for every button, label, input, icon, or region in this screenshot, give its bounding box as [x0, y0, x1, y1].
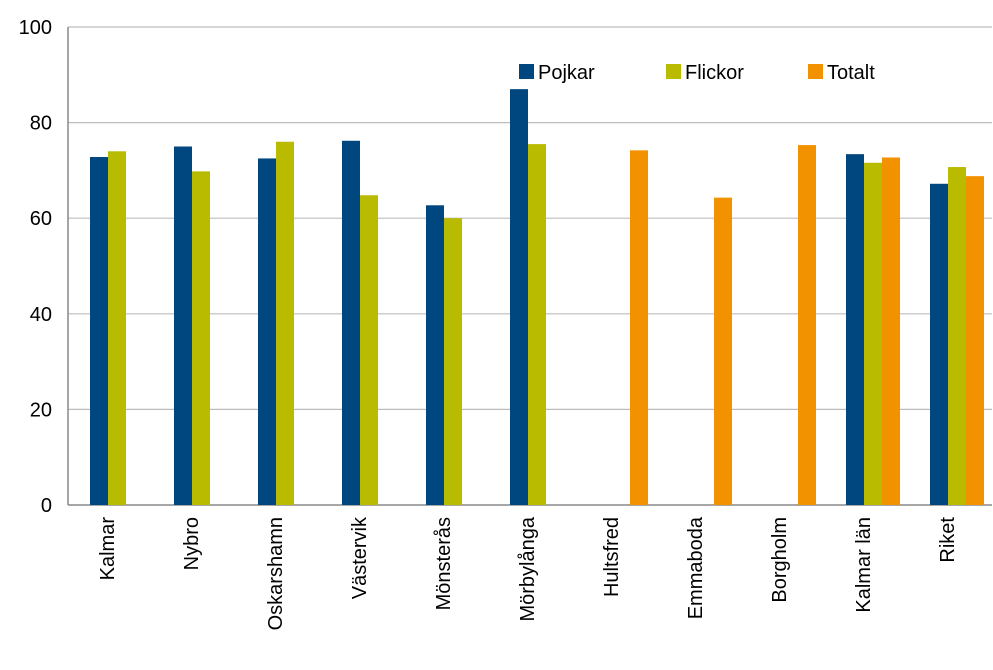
bar-pojkar-3 [342, 140, 360, 505]
x-tick-label: Kalmar [97, 517, 119, 581]
legend-label-pojkar: Pojkar [538, 62, 595, 84]
bar-pojkar-2 [258, 158, 276, 505]
x-tick-label: Kalmar län [853, 517, 875, 613]
x-tick-label: Mörbylånga [517, 516, 539, 621]
legend-label-flickor: Flickor [685, 62, 744, 84]
bars [90, 89, 984, 506]
legend-label-totalt: Totalt [827, 62, 875, 84]
bar-totalt-8 [798, 145, 816, 506]
bar-pojkar-9 [846, 154, 864, 505]
bar-flickor-0 [108, 151, 126, 505]
bar-flickor-2 [276, 141, 294, 505]
bar-flickor-10 [948, 167, 966, 505]
x-tick-label: Mönsterås [433, 517, 455, 610]
bar-pojkar-1 [174, 146, 192, 505]
bar-pojkar-0 [90, 157, 108, 506]
bar-pojkar-4 [426, 205, 444, 505]
legend-swatch-pojkar [519, 64, 534, 79]
y-axis-ticks: 0 20 40 60 80 100 [19, 17, 52, 517]
y-tick-label: 100 [19, 17, 52, 39]
bar-pojkar-10 [930, 183, 948, 505]
bar-totalt-6 [630, 150, 648, 505]
y-tick-label: 80 [30, 113, 52, 135]
y-tick-label: 0 [41, 495, 52, 517]
bar-flickor-5 [528, 144, 546, 506]
y-tick-label: 60 [30, 208, 52, 230]
legend-swatch-flickor [666, 64, 681, 79]
y-tick-label: 20 [30, 399, 52, 421]
x-tick-label: Emmaboda [685, 516, 707, 619]
legend: Pojkar Flickor Totalt [519, 62, 875, 84]
bar-flickor-3 [360, 195, 378, 506]
bar-flickor-4 [444, 218, 462, 505]
legend-swatch-totalt [808, 64, 823, 79]
x-tick-label: Riket [937, 517, 959, 563]
x-tick-label: Västervik [349, 516, 371, 599]
x-tick-label: Borgholm [769, 517, 791, 603]
bar-flickor-1 [192, 171, 210, 505]
bar-flickor-9 [864, 162, 882, 505]
y-tick-label: 40 [30, 304, 52, 326]
x-axis-labels: Kalmar Nybro Oskarshamn Västervik Mönsterås M… [97, 516, 959, 630]
bar-totalt-10 [966, 176, 984, 506]
bar-totalt-9 [882, 157, 900, 505]
bar-pojkar-5 [510, 89, 528, 505]
x-tick-label: Nybro [181, 517, 203, 570]
x-tick-label: Oskarshamn [265, 517, 287, 630]
x-tick-label: Hultsfred [601, 517, 623, 597]
bar-totalt-7 [714, 197, 732, 505]
